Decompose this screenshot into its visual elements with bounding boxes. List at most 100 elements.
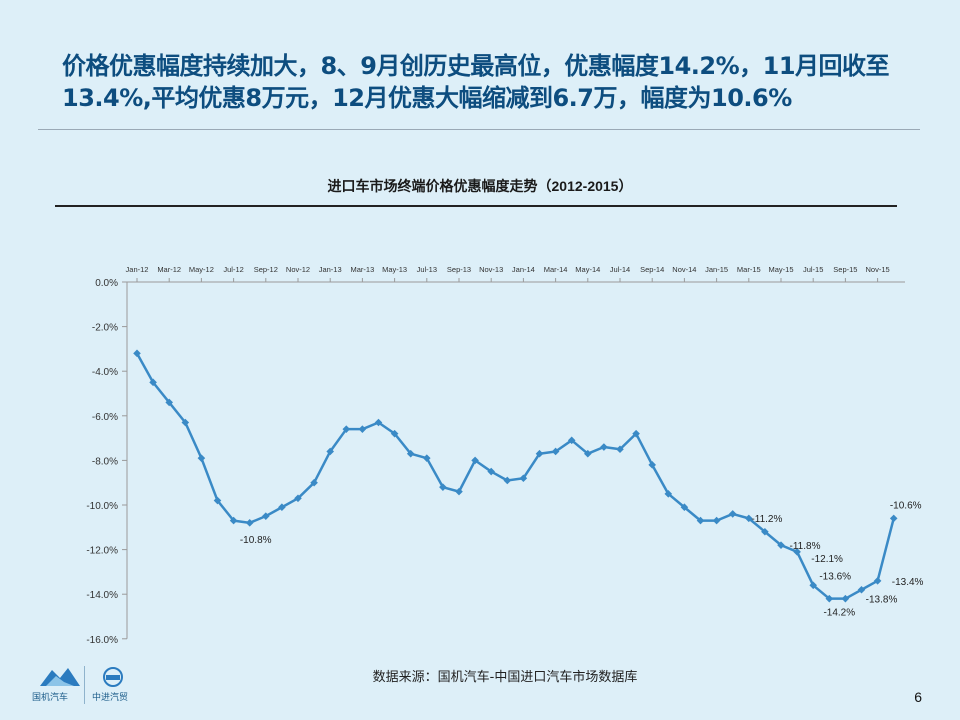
x-tick-label: Nov-14: [672, 265, 696, 274]
data-point: [213, 496, 222, 505]
data-point: [165, 398, 173, 407]
data-label: -10.6%: [890, 500, 922, 511]
logo-divider: [84, 666, 85, 704]
x-tick-label: Mar-14: [544, 265, 568, 274]
data-point: [680, 503, 689, 512]
data-source-note: 数据来源：国机汽车-中国进口汽车市场数据库: [372, 670, 638, 685]
y-tick-label: -4.0%: [92, 367, 118, 378]
data-point: [471, 456, 479, 465]
data-point: [358, 425, 367, 433]
cniac-logo-icon: [103, 667, 123, 687]
data-point: [278, 503, 286, 512]
data-point: [503, 476, 512, 485]
data-point: [793, 548, 801, 556]
y-tick-label: -6.0%: [92, 412, 118, 423]
data-point: [600, 443, 608, 451]
x-tick-label: Mar-15: [737, 265, 761, 274]
y-tick-label: -10.0%: [86, 501, 118, 512]
data-point: [439, 483, 447, 491]
data-point: [857, 585, 866, 594]
data-point: [841, 594, 850, 603]
footer-logos: 国机汽车 中进汽贸: [32, 666, 152, 706]
x-tick-label: Sep-12: [254, 265, 278, 274]
data-point: [825, 594, 834, 603]
headline-line-1: 价格优惠幅度持续加大，8、9月创历史最高位，优惠幅度14.2%，11月回收至: [62, 52, 890, 80]
data-point: [229, 516, 238, 525]
data-point: [519, 474, 528, 483]
data-point: [342, 425, 351, 433]
x-tick-label: Sep-15: [833, 265, 857, 274]
data-point: [406, 449, 415, 458]
x-tick-label: Jan-14: [512, 265, 535, 274]
data-point: [664, 490, 673, 498]
data-point: [390, 429, 399, 438]
data-point: [712, 516, 721, 525]
y-tick-label: -8.0%: [92, 456, 118, 467]
data-label: -13.4%: [892, 577, 924, 588]
data-point: [551, 447, 560, 456]
x-tick-label: Sep-13: [447, 265, 471, 274]
data-point: [889, 514, 898, 523]
y-tick-label: -14.0%: [86, 590, 118, 601]
data-point: [197, 454, 206, 462]
data-point: [777, 541, 785, 549]
x-tick-label: May-14: [575, 265, 600, 274]
series-line: [135, 352, 895, 600]
x-tick-label: Nov-12: [286, 265, 310, 274]
headline-divider: [38, 129, 920, 130]
x-tick-label: May-15: [768, 265, 793, 274]
x-tick-label: May-13: [382, 265, 407, 274]
x-tick-label: Jul-15: [803, 265, 823, 274]
data-point: [584, 449, 592, 458]
data-point: [567, 436, 576, 445]
data-point: [149, 378, 157, 387]
y-tick-label: -2.0%: [92, 323, 118, 334]
data-point: [487, 467, 495, 476]
data-point: [423, 454, 431, 462]
data-point: [245, 519, 254, 527]
x-tick-label: Jan-12: [126, 265, 149, 274]
y-tick-label: -12.0%: [86, 546, 118, 557]
sinomach-logo-label: 国机汽车: [32, 693, 69, 703]
data-point: [181, 418, 190, 427]
cniac-logo-label: 中进汽贸: [92, 693, 129, 703]
x-tick-label: Nov-13: [479, 265, 503, 274]
data-point: [632, 429, 640, 438]
data-point: [535, 449, 544, 458]
x-tick-label: Jan-13: [319, 265, 342, 274]
x-tick-label: May-12: [189, 265, 214, 274]
chart-title-underline: [55, 205, 897, 207]
data-label: -11.2%: [751, 514, 782, 525]
y-tick-label: 0.0%: [95, 278, 118, 289]
headline-line-2: 13.4%,平均优惠8万元，12月优惠大幅缩减到6.7万，幅度为10.6%: [62, 84, 792, 112]
x-tick-label: Jan-15: [705, 265, 728, 274]
x-tick-label: Nov-15: [866, 265, 890, 274]
data-point: [873, 577, 882, 585]
x-tick-label: Jul-14: [610, 265, 630, 274]
x-tick-label: Mar-12: [157, 265, 181, 274]
data-label: -13.8%: [866, 595, 898, 606]
x-tick-label: Sep-14: [640, 265, 664, 274]
data-point: [616, 445, 624, 454]
sinomach-logo-icon: [40, 668, 80, 686]
data-label: -11.8%: [790, 541, 821, 552]
x-tick-label: Jul-12: [223, 265, 243, 274]
headline: 价格优惠幅度持续加大，8、9月创历史最高位，优惠幅度14.2%，11月回收至 1…: [62, 50, 942, 114]
data-label: -12.1%: [811, 554, 843, 565]
data-point: [310, 478, 318, 487]
chart-title: 进口车市场终端价格优惠幅度走势（2012-2015）: [327, 178, 633, 194]
data-point: [761, 527, 769, 536]
data-label: -10.8%: [240, 535, 272, 546]
data-label: -14.2%: [823, 608, 855, 619]
data-point: [374, 418, 383, 427]
data-point: [294, 494, 302, 503]
data-point: [728, 510, 737, 518]
data-point: [696, 516, 705, 525]
x-tick-label: Jul-13: [417, 265, 437, 274]
x-tick-label: Mar-13: [351, 265, 375, 274]
data-point: [262, 512, 270, 520]
data-label: -13.6%: [819, 571, 851, 582]
y-tick-label: -16.0%: [86, 635, 118, 646]
page-number: 6: [914, 689, 922, 705]
